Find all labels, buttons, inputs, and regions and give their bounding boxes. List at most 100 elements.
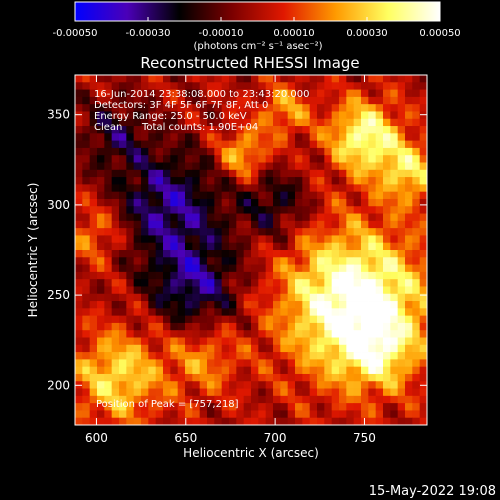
heatmap-cell bbox=[126, 177, 135, 185]
heatmap-cell bbox=[97, 366, 105, 375]
heatmap-cell bbox=[155, 184, 164, 193]
heatmap-cell bbox=[236, 359, 245, 368]
heatmap-cell bbox=[251, 191, 259, 200]
heatmap-cell bbox=[273, 388, 281, 397]
heatmap-cell bbox=[397, 352, 406, 360]
heatmap-cell bbox=[243, 118, 252, 127]
heatmap-cell bbox=[302, 352, 311, 360]
heatmap-cell bbox=[148, 82, 157, 90]
heatmap-cell bbox=[390, 373, 399, 382]
heatmap-cell bbox=[133, 337, 142, 346]
heatmap-cell bbox=[177, 169, 186, 178]
heatmap-cell bbox=[287, 373, 296, 382]
heatmap-cell bbox=[368, 403, 377, 411]
heatmap-cell bbox=[339, 228, 347, 236]
heatmap-cell bbox=[155, 279, 164, 287]
heatmap-cell bbox=[317, 126, 325, 134]
heatmap-cell bbox=[111, 111, 120, 120]
heatmap-cell bbox=[148, 330, 157, 338]
heatmap-cell bbox=[177, 337, 186, 346]
heatmap-cell bbox=[361, 279, 369, 287]
heatmap-cell bbox=[243, 191, 252, 200]
heatmap-cell bbox=[390, 89, 399, 98]
heatmap-cell bbox=[397, 133, 406, 142]
heatmap-cell bbox=[317, 89, 325, 98]
heatmap-cell bbox=[258, 301, 267, 309]
heatmap-cell bbox=[82, 381, 91, 389]
heatmap-cell bbox=[75, 417, 83, 426]
heatmap-cell bbox=[97, 315, 105, 324]
heatmap-cell bbox=[339, 330, 347, 338]
heatmap-cell bbox=[405, 133, 413, 142]
heatmap-cell bbox=[89, 410, 98, 419]
heatmap-cell bbox=[419, 198, 428, 207]
heatmap-cell bbox=[214, 410, 223, 419]
heatmap-cell bbox=[309, 162, 318, 171]
heatmap-cell bbox=[273, 118, 281, 127]
heatmap-cell bbox=[295, 111, 303, 120]
heatmap-cell bbox=[89, 169, 98, 178]
heatmap-cell bbox=[229, 228, 237, 236]
heatmap-cell bbox=[155, 417, 164, 426]
heatmap-cell bbox=[243, 395, 252, 404]
heatmap-cell bbox=[155, 330, 164, 338]
heatmap-cell bbox=[111, 191, 120, 200]
heatmap-cell bbox=[170, 75, 179, 83]
heatmap-cell bbox=[287, 198, 296, 207]
heatmap-cell bbox=[82, 169, 91, 178]
heatmap-cell bbox=[229, 250, 237, 258]
heatmap-cell bbox=[141, 198, 149, 207]
heatmap-cell bbox=[192, 322, 201, 331]
heatmap-cell bbox=[397, 410, 406, 419]
heatmap-cell bbox=[82, 177, 91, 185]
heatmap-cell bbox=[339, 184, 347, 193]
heatmap-cell bbox=[295, 169, 303, 178]
heatmap-cell bbox=[383, 301, 391, 309]
heatmap-cell bbox=[221, 75, 230, 83]
heatmap-cell bbox=[317, 118, 325, 127]
heatmap-cell bbox=[221, 213, 230, 222]
heatmap-cell bbox=[243, 279, 252, 287]
heatmap-cell bbox=[251, 359, 259, 368]
heatmap-cell bbox=[251, 220, 259, 229]
heatmap-cell bbox=[280, 82, 289, 90]
heatmap-cell bbox=[141, 308, 149, 317]
heatmap-cell bbox=[397, 417, 406, 426]
heatmap-cell bbox=[192, 366, 201, 375]
heatmap-cell bbox=[229, 235, 237, 244]
heatmap-cell bbox=[287, 177, 296, 185]
heatmap-cell bbox=[405, 220, 413, 229]
heatmap-cell bbox=[353, 191, 362, 200]
heatmap-cell bbox=[82, 293, 91, 302]
heatmap-cell bbox=[236, 126, 245, 134]
heatmap-cell bbox=[119, 140, 127, 149]
heatmap-cell bbox=[361, 322, 369, 331]
heatmap-cell bbox=[141, 147, 149, 156]
heatmap-cell bbox=[170, 250, 179, 258]
heatmap-cell bbox=[199, 330, 208, 338]
heatmap-cell bbox=[405, 271, 413, 280]
heatmap-cell bbox=[155, 366, 164, 375]
heatmap-cell bbox=[419, 286, 428, 295]
heatmap-cell bbox=[170, 337, 179, 346]
heatmap-cell bbox=[75, 104, 83, 112]
heatmap-cell bbox=[346, 315, 355, 324]
heatmap-cell bbox=[405, 104, 413, 112]
heatmap-cell bbox=[221, 133, 230, 142]
heatmap-cell bbox=[353, 388, 362, 397]
heatmap-cell bbox=[104, 366, 113, 375]
heatmap-cell bbox=[258, 169, 267, 178]
heatmap-cell bbox=[97, 271, 105, 280]
heatmap-cell bbox=[324, 337, 333, 346]
heatmap-cell bbox=[163, 352, 171, 360]
heatmap-cell bbox=[383, 191, 391, 200]
heatmap-cell bbox=[295, 235, 303, 244]
heatmap-cell bbox=[368, 279, 377, 287]
heatmap-cell bbox=[383, 366, 391, 375]
heatmap-cell bbox=[170, 279, 179, 287]
heatmap-cell bbox=[192, 198, 201, 207]
heatmap-cell bbox=[111, 308, 120, 317]
heatmap-cell bbox=[177, 206, 186, 214]
heatmap-cell bbox=[419, 264, 428, 273]
heatmap-cell bbox=[177, 315, 186, 324]
